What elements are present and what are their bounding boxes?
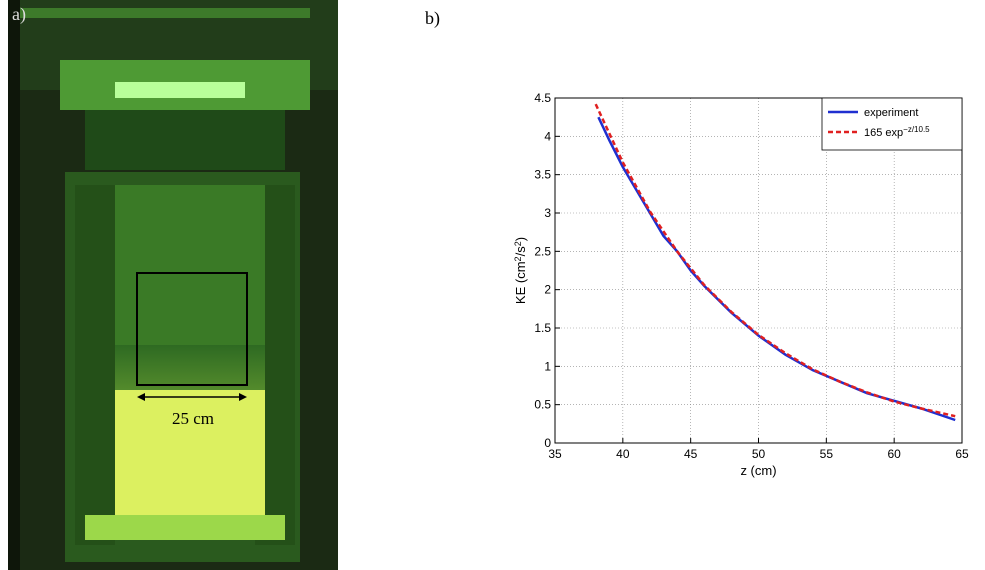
x-axis-label: z (cm) — [740, 463, 776, 478]
x-tick-label: 40 — [616, 447, 630, 461]
y-tick-label: 4 — [544, 129, 551, 143]
y-tick-label: 2.5 — [534, 244, 551, 258]
y-tick-label: 1 — [544, 359, 551, 373]
y-axis-label-part: 2 — [513, 256, 523, 261]
legend-label: experiment — [864, 107, 918, 119]
y-tick-label: 2 — [544, 283, 551, 297]
x-tick-label: 65 — [955, 447, 969, 461]
y-tick-label: 4.5 — [534, 91, 551, 105]
x-tick-label: 60 — [887, 447, 901, 461]
plot-frame — [554, 97, 963, 444]
y-axis-label-part: 2 — [513, 241, 523, 246]
x-tick-label: 55 — [820, 447, 834, 461]
y-axis-label-part: KE (cm — [513, 261, 528, 304]
panel-label: a) — [12, 4, 26, 25]
legend-name-sup: −z/10.5 — [903, 125, 930, 134]
photo: a) 25 cm — [8, 0, 338, 570]
panel-label: b) — [425, 8, 440, 29]
y-tick-label: 0.5 — [534, 398, 551, 412]
series-line — [597, 116, 956, 422]
scale-label: 25 cm — [172, 409, 214, 428]
y-tick-label: 1.5 — [534, 321, 551, 335]
legend-box — [821, 97, 963, 151]
y-axis-label: KE (cm2/s2) — [513, 237, 528, 304]
legend-name: 165 exp — [864, 127, 903, 139]
series-line — [594, 103, 956, 418]
y-tick-label: 0 — [544, 436, 551, 450]
y-tick-label: 3 — [544, 206, 551, 220]
x-tick-label: 35 — [548, 447, 562, 461]
y-axis-label-part: ) — [513, 237, 528, 241]
chart: 0 0.5 1 1.5 2 2.5 3 3.5 4 4.5 35 40 45 50 55 60 65 z (cm)… — [513, 91, 969, 478]
x-tick-label: 45 — [684, 447, 698, 461]
y-axis-label-part: /s — [513, 246, 528, 257]
legend-label: 165 exp−z/10.5 — [864, 125, 930, 139]
y-tick-label: 3.5 — [534, 168, 551, 182]
legend-name: experiment — [864, 107, 918, 119]
x-tick-label: 50 — [752, 447, 766, 461]
